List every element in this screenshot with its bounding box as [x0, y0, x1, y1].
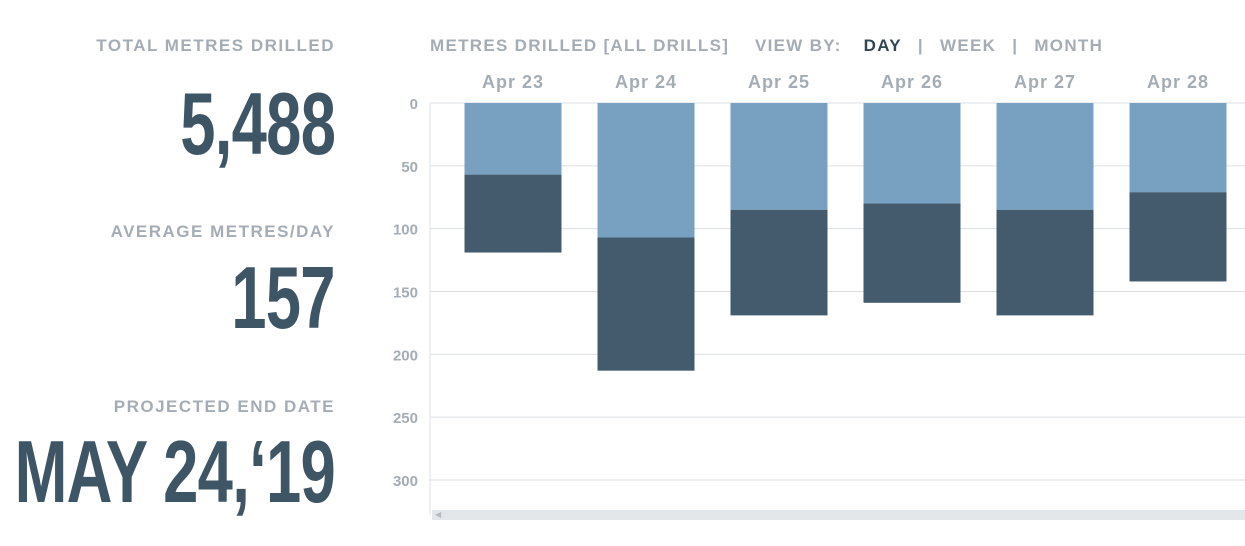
total-metres-value: 5,488	[180, 74, 336, 173]
y-tick-label: 0	[410, 96, 418, 113]
separator: |	[1012, 36, 1019, 55]
bar-apr-23-segment-1	[464, 103, 562, 175]
bar-apr-26-segment-1	[863, 103, 961, 204]
view-by-label: VIEW BY:	[755, 36, 842, 55]
stats-panel: TOTAL METRES DRILLED 5,488 AVERAGE METRE…	[0, 0, 345, 546]
average-metres-label: AVERAGE METRES/DAY	[110, 222, 335, 241]
scroll-left-icon[interactable]: ◀	[435, 510, 442, 519]
projected-end-value: MAY 24,‘19	[14, 422, 336, 521]
view-month-option[interactable]: MONTH	[1034, 36, 1104, 55]
x-category-label: Apr 23	[482, 72, 544, 92]
separator: |	[917, 36, 924, 55]
bar-apr-26-segment-2	[863, 203, 961, 303]
x-category-label: Apr 25	[748, 72, 810, 92]
bar-apr-27-segment-2	[996, 209, 1094, 316]
y-tick-label: 100	[393, 222, 418, 239]
view-by-control: VIEW BY: DAY | WEEK | MONTH	[755, 36, 1103, 56]
x-category-label: Apr 24	[615, 72, 677, 92]
projected-end-label: PROJECTED END DATE	[113, 397, 335, 416]
x-category-label: Apr 28	[1147, 72, 1209, 92]
average-metres-value: 157	[231, 248, 335, 347]
metres-drilled-chart: 0 50 100 150 200 250 300 Apr 23 Apr 24 Apr 25 Apr …	[393, 72, 1245, 515]
bar-apr-23-segment-2	[464, 174, 562, 253]
bar-apr-27-segment-1	[996, 103, 1094, 210]
y-tick-label: 250	[393, 410, 418, 427]
y-tick-label: 200	[393, 347, 418, 364]
y-tick-label: 150	[393, 285, 418, 302]
bar-apr-24-segment-1	[597, 103, 695, 238]
chart-title: METRES DRILLED [ALL DRILLS]	[430, 36, 730, 55]
view-day-option[interactable]: DAY	[863, 36, 902, 55]
bar-apr-24-segment-2	[597, 237, 695, 371]
bar-apr-25-segment-1	[730, 103, 828, 210]
bar-apr-25-segment-2	[730, 209, 828, 316]
x-category-label: Apr 27	[1014, 72, 1076, 92]
bar-apr-28-segment-1	[1129, 103, 1227, 193]
total-metres-label: TOTAL METRES DRILLED	[96, 36, 335, 55]
bar-apr-28-segment-2	[1129, 192, 1227, 282]
y-tick-label: 300	[393, 473, 418, 490]
x-category-label: Apr 26	[881, 72, 943, 92]
view-week-option[interactable]: WEEK	[940, 36, 997, 55]
horizontal-scrollbar[interactable]: ◀	[432, 510, 1245, 520]
y-tick-label: 50	[401, 159, 418, 176]
